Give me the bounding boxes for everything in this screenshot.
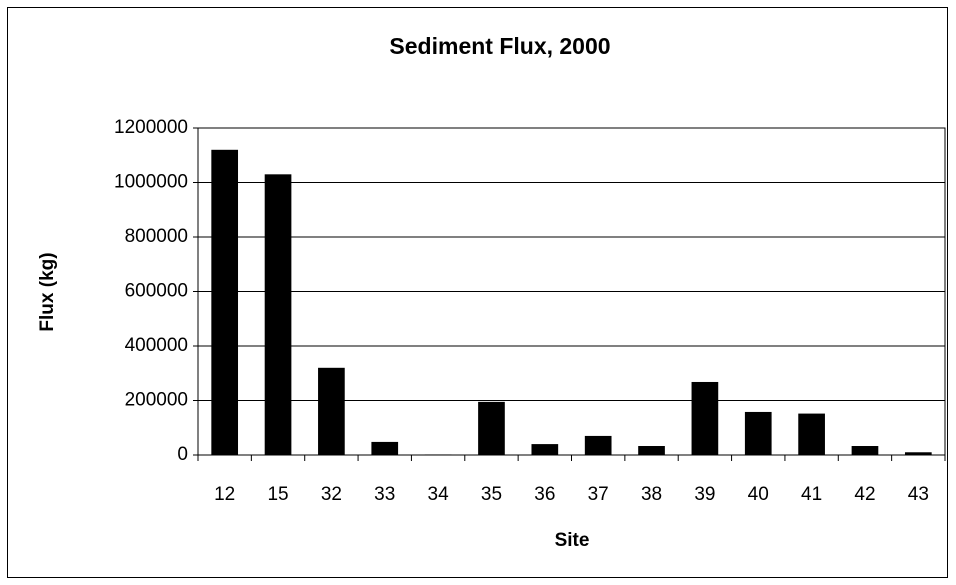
- y-tick-label: 1200000: [114, 117, 188, 138]
- bar: [264, 174, 292, 455]
- x-tick-label: 34: [428, 484, 450, 505]
- x-tick-label: 38: [641, 484, 662, 505]
- bar: [744, 411, 772, 455]
- y-axis-label: Flux (kg): [37, 252, 58, 331]
- x-tick-label: 39: [694, 484, 715, 505]
- x-tick-label: 35: [481, 484, 502, 505]
- x-tick-label: 12: [214, 484, 235, 505]
- y-tick-label: 800000: [125, 226, 188, 247]
- x-tick-label: 42: [854, 484, 875, 505]
- y-tick-label: 600000: [125, 281, 188, 302]
- x-tick-label: 33: [374, 484, 395, 505]
- bar: [584, 435, 612, 455]
- bar: [211, 149, 239, 456]
- x-axis-label: Site: [555, 530, 590, 551]
- x-tick-label: 32: [321, 484, 342, 505]
- bar: [478, 401, 505, 455]
- bar: [691, 381, 719, 455]
- bar: [851, 446, 879, 455]
- x-tick-label: 15: [267, 484, 288, 505]
- bar: [424, 454, 452, 455]
- bar: [638, 446, 665, 455]
- y-tick-label: 1000000: [114, 172, 188, 193]
- y-tick-label: 400000: [125, 335, 188, 356]
- y-tick-label: 0: [177, 444, 188, 465]
- x-tick-label: 40: [748, 484, 769, 505]
- bar: [318, 367, 345, 455]
- x-tick-label: 43: [908, 484, 929, 505]
- chart-frame: [7, 7, 948, 578]
- x-tick-label: 36: [534, 484, 555, 505]
- x-tick-label: 41: [801, 484, 822, 505]
- x-tick-label: 37: [588, 484, 609, 505]
- bar: [798, 413, 825, 455]
- bar: [371, 441, 399, 455]
- bar: [904, 452, 932, 455]
- bar: [531, 444, 559, 455]
- y-tick-label: 200000: [125, 390, 188, 411]
- chart-title: Sediment Flux, 2000: [389, 33, 610, 59]
